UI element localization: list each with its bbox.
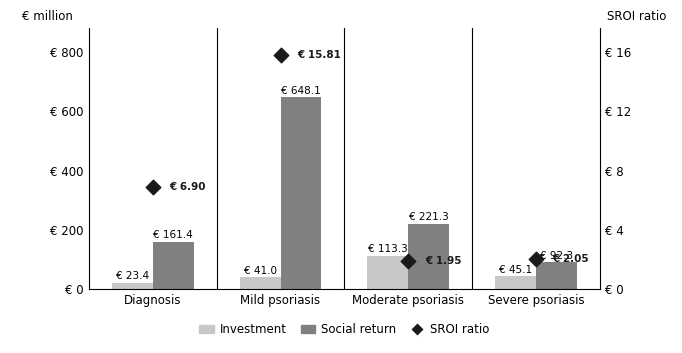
- Text: € 2.05: € 2.05: [552, 254, 589, 264]
- Text: € 15.81: € 15.81: [297, 50, 341, 60]
- Bar: [368, 256, 409, 289]
- Text: € 1.95: € 1.95: [425, 256, 462, 265]
- Point: [531, 256, 542, 262]
- Bar: [112, 282, 153, 289]
- Point: [147, 184, 158, 190]
- Text: € million: € million: [22, 10, 73, 23]
- Text: € 41.0: € 41.0: [243, 266, 277, 276]
- Point: [403, 258, 414, 263]
- Text: € 648.1: € 648.1: [281, 85, 321, 96]
- Bar: [239, 277, 280, 289]
- Bar: [153, 241, 194, 289]
- Point: [275, 52, 286, 58]
- Text: SROI ratio: SROI ratio: [607, 10, 666, 23]
- Bar: [409, 224, 449, 289]
- Text: € 23.4: € 23.4: [116, 271, 149, 281]
- Bar: [536, 262, 577, 289]
- Text: € 45.1: € 45.1: [499, 265, 532, 275]
- Legend: Investment, Social return, SROI ratio: Investment, Social return, SROI ratio: [194, 318, 494, 341]
- Text: € 92.3: € 92.3: [540, 251, 573, 261]
- Text: € 113.3: € 113.3: [368, 244, 408, 255]
- Text: € 221.3: € 221.3: [409, 212, 449, 222]
- Text: € 6.90: € 6.90: [169, 182, 206, 192]
- Text: € 161.4: € 161.4: [153, 230, 193, 240]
- Bar: [280, 97, 321, 289]
- Bar: [495, 276, 536, 289]
